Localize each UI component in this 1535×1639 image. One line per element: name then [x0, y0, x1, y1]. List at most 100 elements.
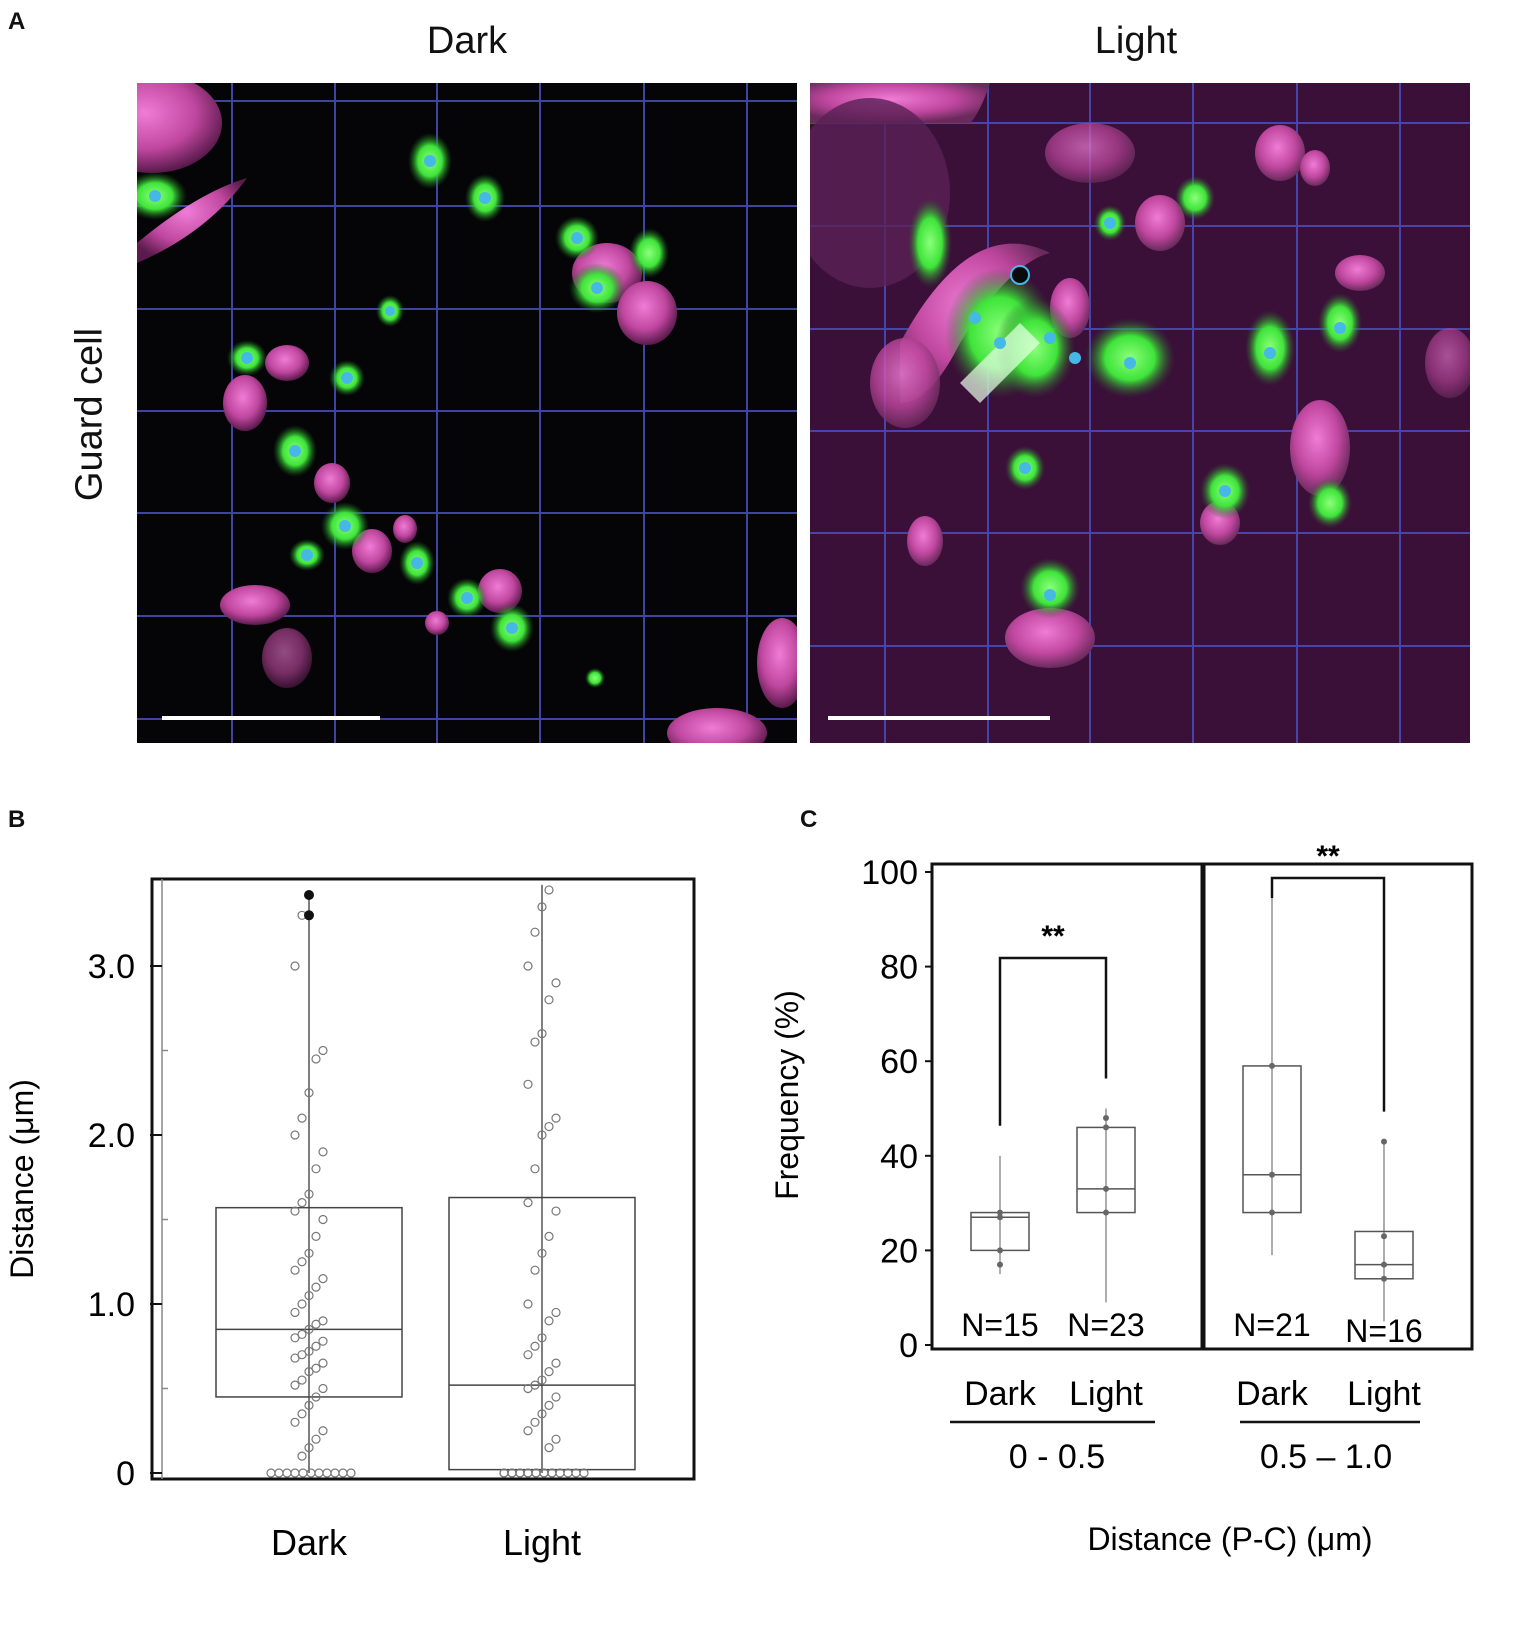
- panel-c-point: [1381, 1233, 1387, 1240]
- panel-b-point: [290, 961, 300, 971]
- panel-b-point: [318, 1358, 328, 1368]
- panel-b-point: [304, 1248, 314, 1258]
- panel-c-n-label: N=23: [1067, 1307, 1144, 1343]
- panel-b-box-plot: 0 1.0 2.0 3.0 Dark Light Distance (μm): [4, 877, 696, 1563]
- panel-b-outlier: [304, 890, 314, 901]
- panel-c-category-label: Light: [1069, 1375, 1143, 1413]
- panel-c-category-label: Dark: [1236, 1375, 1309, 1413]
- panel-b-point: [297, 1375, 307, 1385]
- panel-b-point: [551, 1358, 561, 1368]
- panel-b-point: [311, 1282, 321, 1292]
- panel-b-point: [544, 1400, 554, 1411]
- panel-c-point: [1381, 1138, 1387, 1145]
- panel-b-point: [530, 1037, 540, 1047]
- panel-c-sig-label: **: [1316, 840, 1340, 873]
- panel-b-xtick-label: Light: [503, 1522, 581, 1563]
- panel-c-sig-bracket: [998, 956, 1108, 1126]
- panel-b-point: [306, 1468, 316, 1478]
- panel-b-point: [544, 1121, 554, 1132]
- panel-b-point: [322, 1468, 332, 1478]
- panel-b-point: [523, 961, 533, 971]
- panel-b-point: [579, 1468, 589, 1478]
- panel-b-point: [290, 1417, 300, 1427]
- panel-b-point: [290, 1380, 300, 1390]
- panel-b-point: [537, 1248, 547, 1258]
- panel-c-sig-bracket: [1270, 876, 1386, 1112]
- panel-b-point: [544, 1231, 554, 1241]
- panel-b-point: [290, 1307, 300, 1318]
- panel-b-box: [215, 1206, 403, 1398]
- panel-b-point: [304, 1088, 314, 1098]
- panel-b-ylabel: Distance (μm): [4, 1079, 40, 1279]
- panel-b-point: [266, 1468, 276, 1478]
- panel-b-point: [544, 885, 554, 895]
- panel-b-point: [311, 1363, 321, 1373]
- panel-c-n-label: N=21: [1233, 1307, 1310, 1343]
- panel-b-point: [523, 1198, 533, 1208]
- panel-b-point: [551, 1434, 561, 1444]
- panel-b-point: [290, 1468, 300, 1478]
- panel-b-point: [297, 1257, 307, 1267]
- panel-b-point: [551, 1206, 561, 1216]
- panel-c-point: [1103, 1114, 1109, 1121]
- panel-b-point: [298, 1468, 308, 1478]
- panel-b-point: [311, 1164, 321, 1174]
- panel-b-outlier: [304, 910, 314, 921]
- panel-c-ytick-label: 0: [899, 1327, 918, 1365]
- panel-c-point: [997, 1209, 1003, 1216]
- panel-b-point: [282, 1468, 292, 1478]
- panel-b-point: [297, 1299, 307, 1309]
- panel-b-point: [297, 1409, 307, 1419]
- panel-b-point: [523, 1299, 533, 1309]
- panel-b-point: [304, 1443, 314, 1453]
- panel-b-point: [318, 1336, 328, 1346]
- panel-b-point: [544, 1366, 554, 1377]
- panel-c-category-label: Dark: [964, 1375, 1037, 1413]
- panel-b-point: [304, 1400, 314, 1411]
- panel-b-ytick-label: 1.0: [88, 1286, 135, 1324]
- panel-b-point: [530, 1380, 540, 1390]
- panel-c-point: [1381, 1261, 1387, 1268]
- panel-b-point: [297, 1113, 307, 1123]
- panel-c-point: [1381, 1275, 1387, 1282]
- panel-b-point: [318, 1426, 328, 1436]
- panel-b-point: [290, 1265, 300, 1275]
- panel-b-plot-frame: [150, 877, 696, 1481]
- panel-b-point: [537, 1130, 547, 1140]
- dark-cyan-dots: [149, 155, 603, 634]
- panel-b-point: [330, 1468, 340, 1478]
- panel-b-point: [537, 902, 547, 912]
- panel-c-ytick-label: 60: [880, 1043, 918, 1081]
- panel-c-point: [997, 1247, 1003, 1254]
- panel-c-xlabel: Distance (P-C) (μm): [1087, 1521, 1372, 1557]
- dark-grid: [137, 83, 797, 743]
- panel-b-point: [274, 1468, 284, 1478]
- panel-c-point: [997, 1261, 1003, 1268]
- panel-c-n-label: N=16: [1345, 1313, 1422, 1349]
- panel-b-point: [318, 1316, 328, 1326]
- panel-b-point: [547, 1468, 557, 1478]
- panel-b-point: [551, 1392, 561, 1402]
- panel-b-ytick-label: 3.0: [88, 948, 135, 986]
- panel-c-letter: C: [800, 806, 818, 833]
- panel-c-ytick-label: 40: [880, 1138, 918, 1176]
- panel-b-point: [544, 1316, 554, 1326]
- panel-b-point: [290, 1130, 300, 1140]
- panel-b-point: [530, 1417, 540, 1427]
- panel-c-group2-frame: [1202, 862, 1474, 1351]
- panel-c-point: [997, 1214, 1003, 1221]
- panel-b-point: [523, 1426, 533, 1436]
- panel-c-point: [1269, 1171, 1275, 1178]
- panel-b-point: [314, 1468, 324, 1478]
- panel-b-point: [304, 1324, 314, 1334]
- panel-a-title-light: Light: [1094, 20, 1178, 62]
- panel-b-point: [297, 1198, 307, 1208]
- panel-b-point: [523, 1079, 533, 1089]
- panel-b-point: [346, 1468, 356, 1478]
- panel-b-point: [551, 1113, 561, 1123]
- panel-b-point: [544, 995, 554, 1005]
- panel-b-point: [537, 1409, 547, 1419]
- panel-b-point: [530, 1341, 540, 1351]
- panel-b-point: [551, 978, 561, 988]
- panel-c-range-label: 0 - 0.5: [1009, 1438, 1105, 1476]
